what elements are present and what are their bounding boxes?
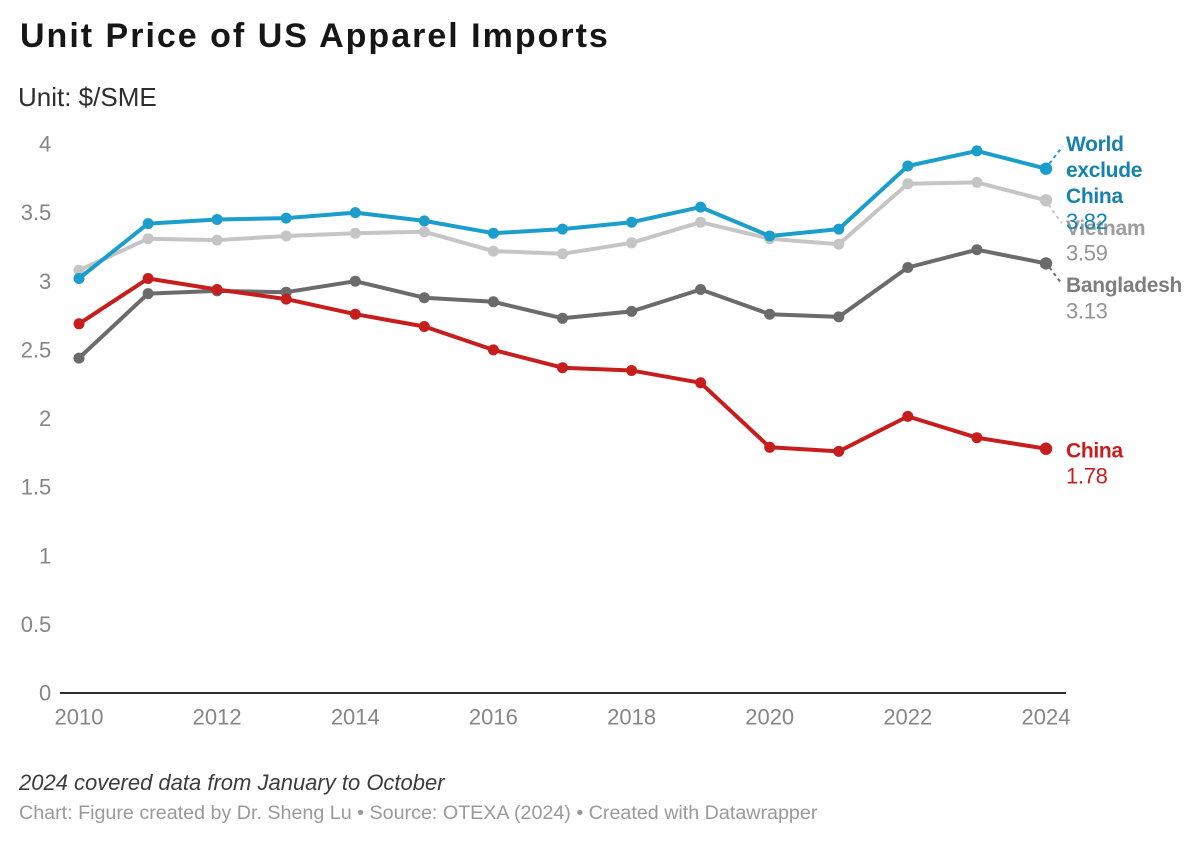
svg-text:2024: 2024 — [1022, 704, 1071, 729]
svg-text:2016: 2016 — [469, 704, 518, 729]
svg-text:exclude: exclude — [1066, 159, 1142, 182]
svg-text:Vietnam: Vietnam — [1066, 217, 1145, 240]
svg-text:3: 3 — [39, 269, 51, 294]
svg-text:3.5: 3.5 — [21, 200, 52, 225]
svg-text:1.5: 1.5 — [21, 475, 52, 500]
svg-text:2022: 2022 — [883, 704, 932, 729]
svg-text:2020: 2020 — [745, 704, 794, 729]
svg-text:2010: 2010 — [55, 704, 104, 729]
svg-text:3.13: 3.13 — [1066, 299, 1108, 324]
svg-text:China: China — [1066, 440, 1123, 463]
svg-text:1.78: 1.78 — [1066, 464, 1108, 489]
svg-text:0: 0 — [39, 681, 51, 706]
svg-text:1: 1 — [39, 543, 51, 568]
svg-text:2014: 2014 — [331, 704, 380, 729]
svg-text:2.5: 2.5 — [21, 338, 52, 363]
svg-text:2018: 2018 — [607, 704, 656, 729]
svg-text:3.59: 3.59 — [1066, 241, 1108, 266]
svg-text:2012: 2012 — [193, 704, 242, 729]
svg-text:2: 2 — [39, 406, 51, 431]
svg-text:4: 4 — [39, 132, 51, 157]
svg-text:China: China — [1066, 185, 1123, 208]
svg-text:World: World — [1066, 133, 1124, 156]
svg-text:0.5: 0.5 — [21, 612, 52, 637]
svg-text:Bangladesh: Bangladesh — [1066, 274, 1182, 297]
svg-text:3.82: 3.82 — [1066, 209, 1108, 234]
